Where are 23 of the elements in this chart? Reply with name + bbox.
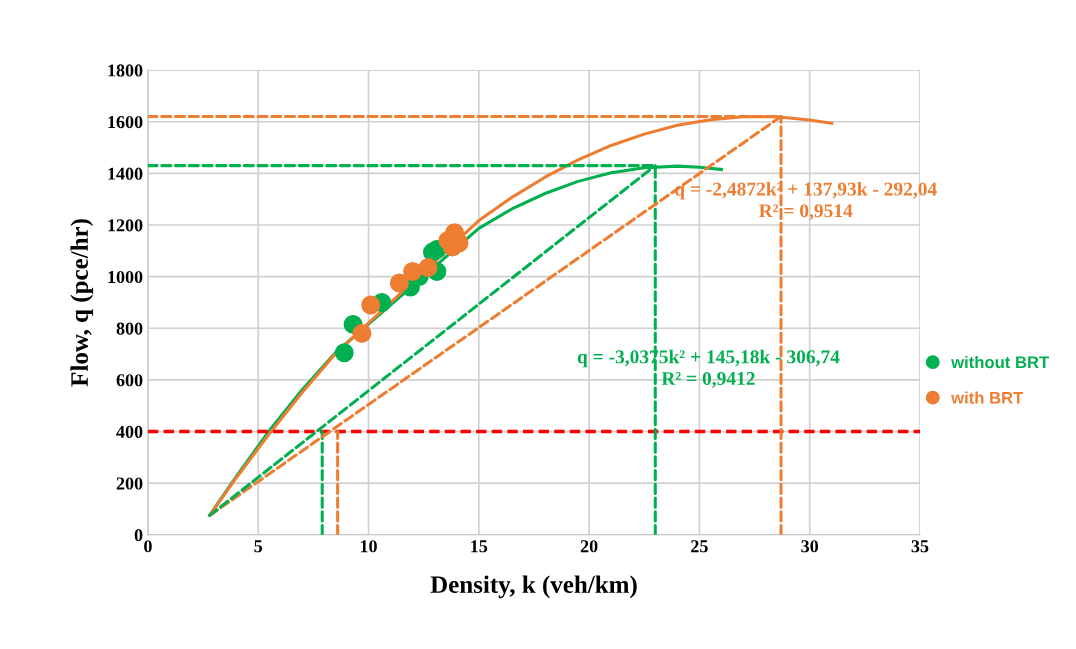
y-tick-label: 1200 [108, 219, 143, 232]
y-tick-label: 1000 [108, 270, 143, 284]
x-tick-label: 0 [144, 540, 152, 553]
y-tick-label: 0 [134, 529, 143, 542]
y-tick-label: 600 [116, 374, 143, 387]
x-tick-label: 30 [801, 540, 819, 553]
y-tick-label: 200 [116, 477, 143, 490]
x-tick-label: 25 [691, 540, 708, 553]
legend-label: without BRT [951, 355, 1050, 369]
x-tick-label: 5 [254, 540, 263, 553]
x-tick-label: 20 [580, 540, 598, 553]
y-tick-label: 400 [116, 425, 143, 438]
x-tick-label: 15 [471, 540, 488, 553]
y-tick-label: 1800 [108, 64, 143, 77]
y-axis-title: Flow, q (pce/hr) [70, 219, 94, 387]
x-tick-label: 10 [360, 540, 377, 553]
x-axis-title: Density, k (veh/km) [430, 575, 637, 599]
x-tick-label: 35 [911, 540, 929, 553]
annotation: q = -3,0375k² + 145,18k - 306,74 R² = 0,9412 [577, 349, 840, 388]
legend-label: with BRT [951, 391, 1024, 404]
y-tick-label: 1400 [108, 167, 143, 180]
y-tick-label: 800 [116, 322, 143, 335]
y-tick-label: 1600 [108, 115, 143, 129]
